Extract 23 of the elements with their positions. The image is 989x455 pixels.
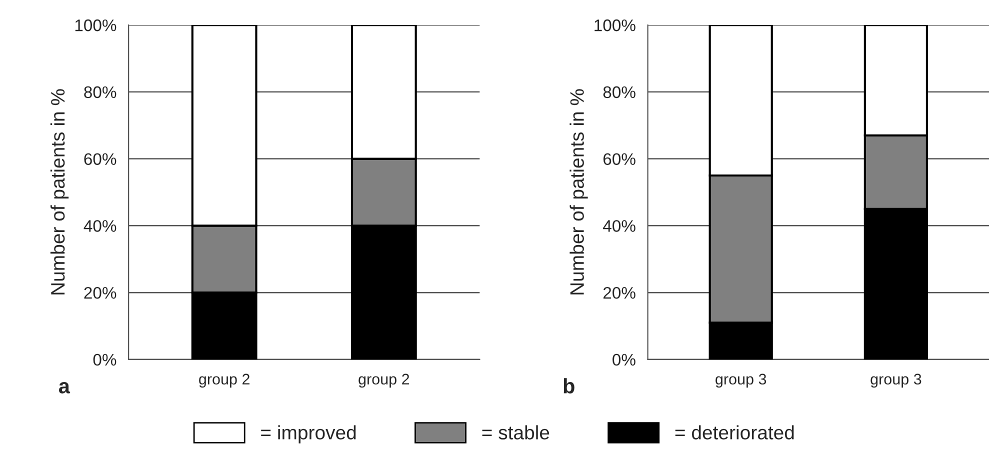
legend-label: = deteriorated (675, 425, 794, 440)
y-tick-label: 40% (84, 220, 116, 232)
x-tick-label: group 3 (716, 374, 766, 388)
y-tick-label: 20% (84, 286, 116, 299)
y-tick-label: 80% (603, 86, 636, 98)
x-tick-label: group 3 (870, 374, 922, 388)
y-tick-label: 100% (594, 19, 636, 32)
y-tick-label: 100% (75, 19, 116, 32)
y-tick-label: 0% (93, 354, 116, 366)
y-tick-label: 60% (84, 153, 116, 165)
text: b (564, 378, 574, 394)
y-tick-label: 0% (612, 354, 636, 366)
y-tick-label: 80% (84, 86, 116, 98)
legend-label: = stable (482, 425, 550, 440)
y-tick-label: 20% (603, 286, 636, 299)
y-axis-title: Number of patients in % (570, 89, 588, 294)
legend-label: = improved (261, 425, 356, 444)
y-tick-label: 40% (603, 220, 636, 232)
y-axis-title: Number of patients in % (50, 89, 69, 294)
x-tick-label: group 2 (358, 374, 410, 388)
x-tick-label: group 2 (199, 374, 250, 388)
text: a (58, 382, 70, 394)
y-tick-label: 60% (603, 153, 636, 165)
